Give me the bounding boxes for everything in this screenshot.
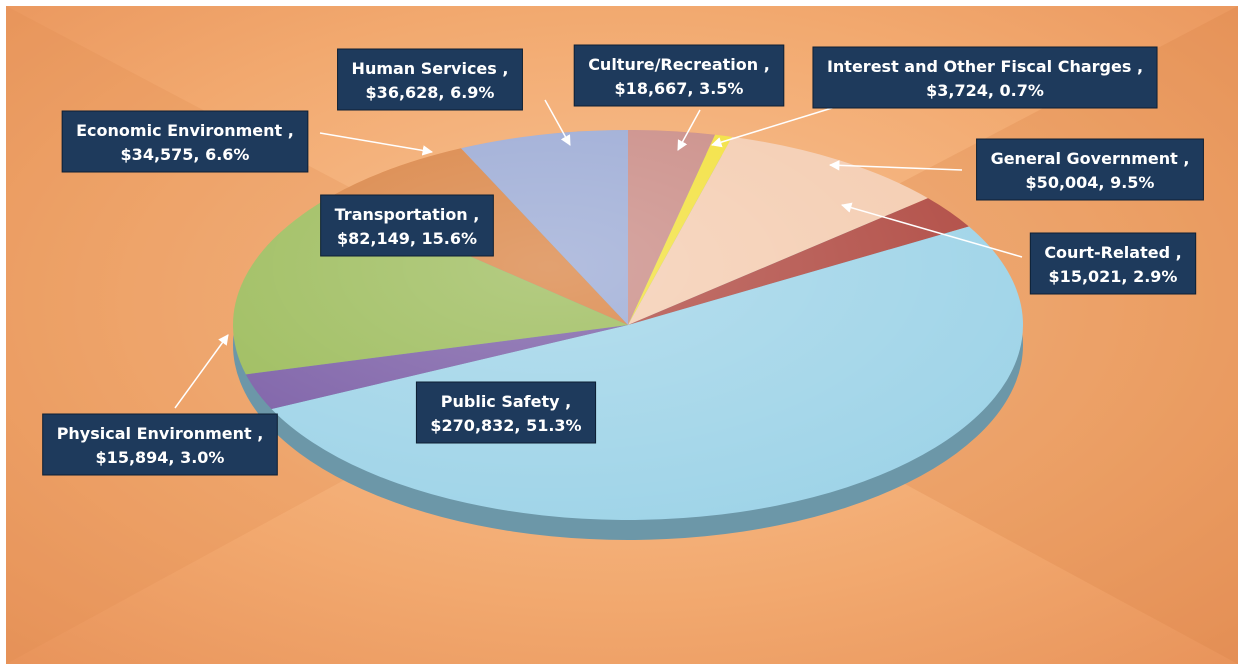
- category-name: Court-Related: [1044, 243, 1170, 262]
- value-label: $15,021, 2.9%: [1049, 267, 1178, 286]
- value-label: $82,149, 15.6%: [337, 229, 477, 248]
- category-name: Human Services: [352, 59, 497, 78]
- label-box: [1029, 232, 1197, 295]
- leader-line: [544, 99, 571, 146]
- data-label: Economic Environment , $34,575, 6.6%: [61, 110, 309, 173]
- label-separator: ,: [1178, 149, 1190, 168]
- leader-line: [319, 132, 434, 156]
- label-line: Court-Related ,: [1044, 243, 1181, 262]
- label-separator: ,: [252, 424, 264, 443]
- value-label: $50,004, 9.5%: [1026, 173, 1155, 192]
- data-label: Physical Environment , $15,894, 3.0%: [42, 413, 278, 476]
- label-separator: ,: [282, 121, 294, 140]
- category-name: Interest and Other Fiscal Charges: [827, 57, 1131, 76]
- label-separator: ,: [560, 392, 572, 411]
- leader-line: [174, 334, 229, 409]
- label-text: General Government , $50,004, 9.5%: [991, 149, 1190, 192]
- data-label: Court-Related , $15,021, 2.9%: [1029, 232, 1197, 295]
- category-name: Public Safety: [441, 392, 560, 411]
- label-separator: ,: [468, 205, 480, 224]
- data-label: Interest and Other Fiscal Charges , $3,72…: [812, 46, 1158, 109]
- label-line: Transportation ,: [335, 205, 480, 224]
- category-name: Transportation: [335, 205, 468, 224]
- label-separator: ,: [497, 59, 509, 78]
- label-separator: ,: [1131, 57, 1143, 76]
- data-label: Culture/Recreation , $18,667, 3.5%: [573, 44, 785, 107]
- label-text: Court-Related , $15,021, 2.9%: [1044, 243, 1181, 286]
- label-box: [320, 194, 494, 257]
- data-label: Human Services , $36,628, 6.9%: [337, 48, 523, 111]
- label-line: Human Services ,: [352, 59, 509, 78]
- value-label: $3,724, 0.7%: [926, 81, 1044, 100]
- leader-line: [840, 202, 1023, 258]
- label-box: [812, 46, 1158, 109]
- value-label: $270,832, 51.3%: [430, 416, 581, 435]
- slices: [233, 130, 1024, 521]
- label-text: Economic Environment , $34,575, 6.6%: [76, 121, 294, 164]
- label-text: Physical Environment , $15,894, 3.0%: [57, 424, 264, 467]
- label-box: [573, 44, 785, 107]
- label-line: Public Safety ,: [441, 392, 571, 411]
- label-box: [415, 381, 597, 444]
- value-label: $15,894, 3.0%: [96, 448, 225, 467]
- data-label: Transportation , $82,149, 15.6%: [320, 194, 494, 257]
- label-line: General Government ,: [991, 149, 1190, 168]
- value-label: $36,628, 6.9%: [366, 83, 495, 102]
- category-name: General Government: [991, 149, 1179, 168]
- data-label: General Government , $50,004, 9.5%: [976, 138, 1204, 201]
- label-box: [61, 110, 309, 173]
- value-label: $34,575, 6.6%: [121, 145, 250, 164]
- label-line: Culture/Recreation ,: [588, 55, 770, 74]
- value-label: $18,667, 3.5%: [615, 79, 744, 98]
- label-line: Interest and Other Fiscal Charges ,: [827, 57, 1143, 76]
- label-line: Economic Environment ,: [76, 121, 294, 140]
- label-separator: ,: [1170, 243, 1182, 262]
- category-name: Culture/Recreation: [588, 55, 758, 74]
- label-box: [42, 413, 278, 476]
- label-box: [976, 138, 1204, 201]
- label-text: Transportation , $82,149, 15.6%: [335, 205, 480, 248]
- leader-line: [677, 109, 701, 151]
- data-label: Public Safety , $270,832, 51.3%: [415, 381, 597, 444]
- label-text: Human Services , $36,628, 6.9%: [352, 59, 509, 102]
- category-name: Physical Environment: [57, 424, 252, 443]
- label-text: Interest and Other Fiscal Charges , $3,72…: [827, 57, 1143, 100]
- category-name: Economic Environment: [76, 121, 282, 140]
- label-text: Public Safety , $270,832, 51.3%: [430, 392, 581, 435]
- label-box: [337, 48, 523, 111]
- labels: Culture/Recreation , $18,667, 3.5% Interes…: [42, 44, 1204, 476]
- leader-line: [828, 160, 963, 171]
- label-separator: ,: [758, 55, 770, 74]
- label-line: Physical Environment ,: [57, 424, 264, 443]
- label-text: Culture/Recreation , $18,667, 3.5%: [588, 55, 770, 98]
